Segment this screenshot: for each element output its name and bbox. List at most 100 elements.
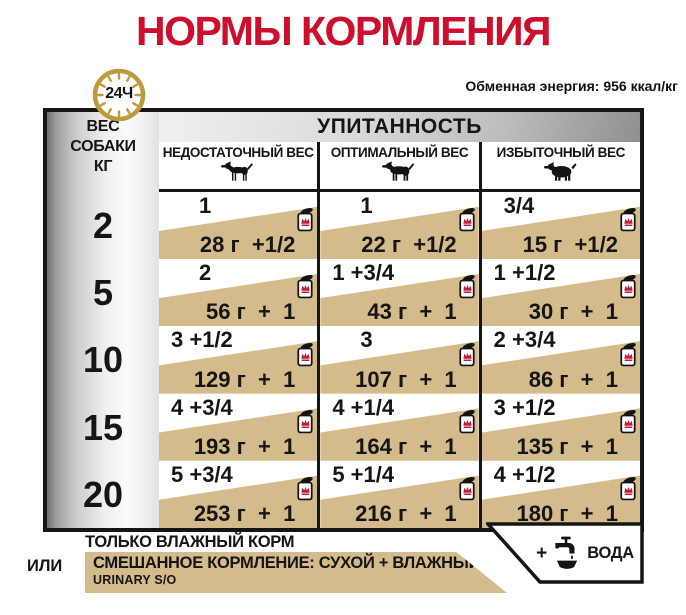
table-row: 2 56 г + 1 1 +3/4 43 г + 1 1 +1/2	[159, 259, 640, 327]
feeding-cell: 4 +1/4 164 г + 1	[317, 393, 479, 461]
dry-cups-value: 1 +1/2	[493, 260, 556, 286]
feeding-rows: 1 28 г +1/2 1 22 г +1/2 3/4 15 г +1	[47, 192, 640, 528]
column-header-optimal: ОПТИМАЛЬНЫЙ ВЕС	[317, 142, 478, 189]
dry-cups-value: 4 +1/2	[493, 461, 556, 487]
mixed-feeding-value: 135 г + 1	[516, 394, 638, 459]
feeding-cell: 1 +3/4 43 г + 1	[317, 259, 479, 327]
weight-column: ВЕС СОБАКИ КГ 2 5 10 15 20	[47, 112, 159, 528]
table-row: 4 +3/4 193 г + 1 4 +1/4 164 г + 1 3 +1/2	[159, 393, 640, 461]
weight-value: 20	[82, 474, 124, 515]
mixed-feeding-value: 22 г +1/2	[361, 192, 476, 257]
mixed-feeding-value: 193 г + 1	[194, 394, 316, 459]
wet-food-can-icon	[620, 208, 636, 232]
column-header-label: НЕДОСТАТОЧНЫЙ ВЕС	[162, 145, 314, 160]
feeding-cell: 3 107 г + 1	[317, 326, 479, 394]
can-slot	[295, 394, 315, 459]
feeding-cell: 2 56 г + 1	[159, 259, 318, 327]
column-header-overweight: ИЗБЫТОЧНЫЙ ВЕС	[478, 142, 640, 189]
condition-header: УПИТАННОСТЬ	[159, 112, 640, 142]
water-label: ВОДА	[587, 544, 634, 562]
grams-plus-can-text: 56 г + 1	[206, 299, 296, 325]
grams-plus-can-text: 164 г + 1	[355, 433, 457, 459]
mixed-feeding-value: 164 г + 1	[355, 394, 477, 459]
wet-food-can-icon	[459, 208, 475, 232]
dry-cups-value: 2 +3/4	[493, 327, 556, 353]
table-row: 1 28 г +1/2 1 22 г +1/2 3/4 15 г +1	[159, 192, 640, 260]
mixed-feeding-banner: СМЕШАННОЕ КОРМЛЕНИЕ: СУХОЙ + ВЛАЖНЫЙ КОР…	[85, 552, 507, 593]
can-slot	[618, 259, 638, 324]
clock-24h-label: 24Ч	[105, 85, 133, 102]
dry-cups-value: 1	[360, 193, 373, 218]
dry-cups-value: 3/4	[503, 193, 535, 218]
grams-plus-can-text: 216 г + 1	[355, 500, 457, 526]
can-slot	[457, 192, 477, 257]
wet-food-can-icon	[620, 342, 636, 366]
can-slot	[457, 461, 477, 526]
wet-food-can-icon	[459, 275, 475, 299]
table-row: 3 +1/2 129 г + 1 3 107 г + 1 2 +3/4	[159, 326, 640, 394]
grams-plus-can-text: 180 г + 1	[516, 500, 618, 526]
grams-plus-can-text: 135 г + 1	[516, 433, 618, 459]
dry-cups-value: 3	[360, 327, 373, 353]
mixed-feeding-value: 216 г + 1	[355, 461, 477, 526]
product-name-label: URINARY S/O	[93, 573, 177, 587]
grams-plus-can-text: 15 г +1/2	[522, 232, 618, 258]
feeding-cell: 2 +3/4 86 г + 1	[478, 326, 640, 394]
feeding-cell: 1 +1/2 30 г + 1	[478, 259, 640, 327]
dry-cups-value: 2	[199, 260, 212, 286]
wet-only-label: ТОЛЬКО ВЛАЖНЫЙ КОРМ	[85, 533, 295, 551]
dry-cups-value: 3 +1/2	[493, 394, 556, 420]
feeding-cell: 3/4 15 г +1/2	[478, 192, 640, 260]
mixed-feeding-value: 253 г + 1	[194, 461, 316, 526]
can-slot	[295, 192, 315, 257]
or-label: ИЛИ	[27, 557, 63, 575]
grams-plus-can-text: 30 г + 1	[528, 299, 618, 325]
wet-food-can-icon	[620, 275, 636, 299]
feeding-table: ВЕС СОБАКИ КГ 2 5 10 15 20 УПИТАННОСТЬ Н…	[43, 108, 644, 532]
can-slot	[295, 326, 315, 391]
clock-24h-icon: 24Ч	[90, 66, 148, 124]
condition-subheader-row: НЕДОСТАТОЧНЫЙ ВЕС	[159, 142, 640, 189]
feeding-cell: 1 28 г +1/2	[159, 192, 318, 260]
weight-value: 2	[92, 205, 114, 246]
dry-cups-value: 4 +1/4	[332, 394, 395, 420]
weight-header-line: СОБАКИ	[70, 138, 136, 155]
mixed-feeding-value: 180 г + 1	[516, 461, 638, 526]
dry-cups-value: 1	[199, 193, 212, 218]
dry-cups-value: 3 +1/2	[171, 327, 233, 353]
column-header-label: ОПТИМАЛЬНЫЙ ВЕС	[330, 145, 469, 160]
can-slot	[295, 461, 315, 526]
can-slot	[618, 461, 638, 526]
mixed-feeding-label: СМЕШАННОЕ КОРМЛЕНИЕ: СУХОЙ + ВЛАЖНЫЙ КОР…	[93, 554, 531, 572]
feeding-cell: 4 +1/2 180 г + 1	[478, 460, 640, 528]
weight-header-line: ВЕС	[86, 118, 120, 135]
mixed-feeding-value: 56 г + 1	[206, 259, 315, 324]
weight-column-header: ВЕС СОБАКИ КГ	[47, 117, 159, 177]
grams-plus-can-text: 43 г + 1	[367, 299, 457, 325]
mixed-feeding-value: 15 г +1/2	[523, 192, 638, 257]
dry-cups-value: 1 +3/4	[332, 260, 395, 286]
mixed-feeding-value: 30 г + 1	[529, 259, 638, 324]
mixed-feeding-value: 86 г + 1	[529, 326, 638, 392]
can-slot	[457, 326, 477, 391]
grams-plus-can-text: 107 г + 1	[355, 366, 457, 392]
weight-header-line: КГ	[93, 158, 113, 175]
wet-food-can-icon	[459, 409, 475, 434]
weight-value: 10	[82, 339, 124, 380]
feeding-cell: 3 +1/2 129 г + 1	[159, 326, 318, 394]
mixed-feeding-value: 107 г + 1	[355, 326, 477, 392]
faucet-bowl-icon	[555, 536, 578, 569]
feeding-cell: 1 22 г +1/2	[317, 192, 479, 260]
grams-plus-can-text: 28 г +1/2	[199, 232, 296, 258]
water-callout: + ВОДА	[484, 522, 646, 586]
mixed-feeding-value: 43 г + 1	[367, 259, 476, 324]
feeding-cell: 4 +3/4 193 г + 1	[159, 393, 318, 461]
subheader-divider	[47, 189, 640, 192]
dry-cups-value: 4 +3/4	[171, 394, 233, 420]
metabolic-energy-label: Обменная энергия: 956 ккал/кг	[465, 78, 678, 94]
mixed-feeding-value: 129 г + 1	[194, 326, 316, 392]
wet-food-can-icon	[297, 409, 314, 434]
thin-dog-icon	[221, 161, 254, 181]
column-header-underweight: НЕДОСТАТОЧНЫЙ ВЕС	[159, 142, 317, 189]
